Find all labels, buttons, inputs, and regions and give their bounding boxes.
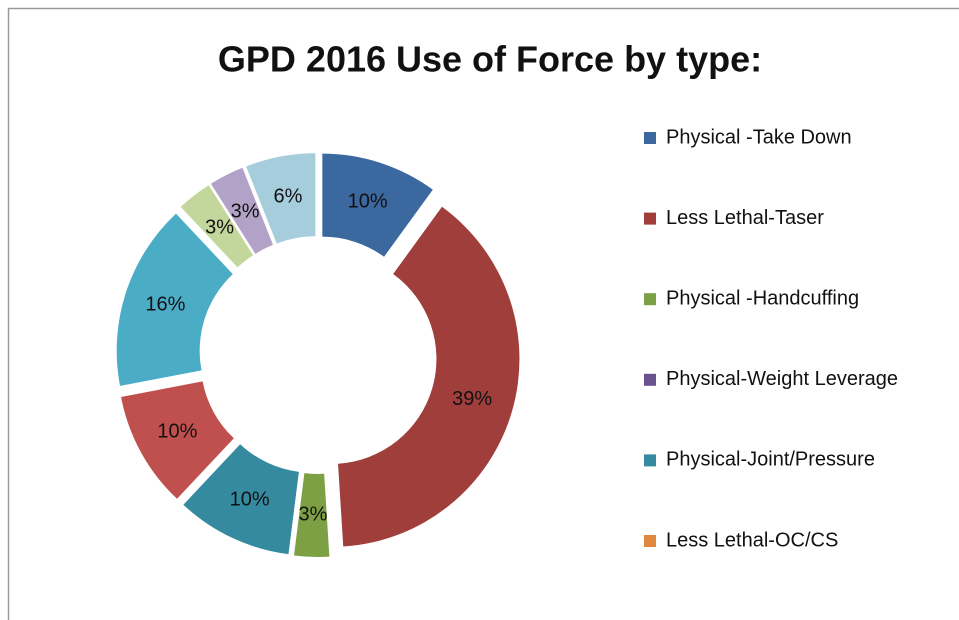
legend-swatch — [644, 132, 656, 144]
donut-segment — [338, 206, 520, 547]
donut-segment — [183, 444, 299, 555]
data-label: 16% — [145, 294, 185, 316]
donut-segment — [293, 473, 330, 557]
donut-segment — [180, 185, 254, 268]
donut-segment — [121, 381, 234, 499]
legend-swatch — [644, 212, 656, 225]
legend-swatch — [644, 293, 656, 306]
legend-label: Physical -Take Down — [666, 126, 852, 148]
legend-label: Physical-Joint/Pressure — [666, 449, 875, 471]
data-label: 10% — [230, 489, 270, 511]
chart-title: GPD 2016 Use of Force by type: — [218, 39, 762, 80]
data-label: 6% — [273, 186, 302, 208]
legend-label: Less Lethal-OC/CS — [666, 529, 838, 551]
data-label: 3% — [231, 200, 260, 222]
legend-swatch — [644, 535, 656, 547]
donut-segment — [210, 167, 273, 254]
data-label: 3% — [299, 504, 328, 526]
data-label: 39% — [452, 388, 492, 410]
legend-label: Physical-Weight Leverage — [666, 368, 898, 390]
legend-swatch — [644, 454, 656, 467]
legend-label: Less Lethal-Taser — [666, 207, 824, 229]
data-label: 3% — [205, 216, 234, 238]
donut-segment — [246, 153, 316, 244]
data-label: 10% — [157, 421, 197, 443]
chart-frame — [7, 7, 959, 620]
legend-swatch — [644, 373, 656, 386]
legend-label: Physical -Handcuffing — [666, 287, 859, 309]
donut-segment — [116, 213, 233, 386]
donut-segment — [322, 153, 433, 257]
data-label: 10% — [348, 191, 388, 213]
